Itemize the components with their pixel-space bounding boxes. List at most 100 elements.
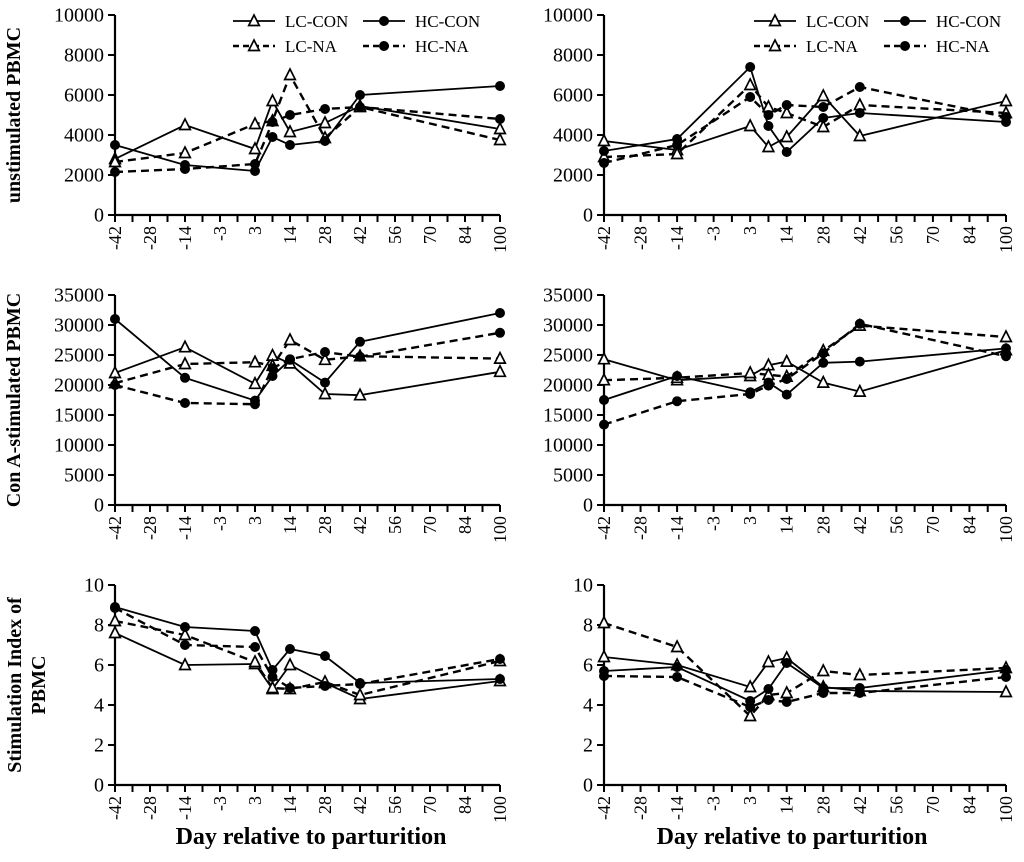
- marker-triangle-open-lc-con: [816, 374, 830, 388]
- y-tick-label: 10: [573, 575, 593, 597]
- marker-triangle-open-lc-na: [597, 615, 611, 629]
- x-tick-label: 56: [385, 516, 405, 534]
- marker-circle-filled-hc-con: [355, 336, 365, 347]
- y-tick-label: 8000: [553, 45, 593, 67]
- x-tick-label: 70: [923, 516, 943, 534]
- marker-circle-filled-hc-na: [1001, 112, 1011, 122]
- marker-circle-filled-hc-na: [355, 102, 365, 112]
- marker-triangle-open-lc-na: [853, 667, 867, 681]
- series-line-lc-na: [603, 83, 1007, 159]
- x-tick-label: -28: [140, 226, 160, 250]
- x-tick-label: 28: [813, 226, 833, 244]
- y-tick-label: 20000: [54, 375, 104, 397]
- marker-triangle-open-lc-na: [283, 332, 297, 346]
- marker-circle-filled-hc-na: [285, 354, 295, 365]
- marker-circle-filled-hc-na: [763, 110, 774, 120]
- legend-marker-lc-na: [768, 38, 782, 52]
- marker-circle-filled-hc-na: [781, 100, 792, 110]
- marker-circle-filled-hc-con: [854, 108, 865, 118]
- marker-triangle-open-lc-con: [597, 133, 611, 147]
- marker-triangle-open-lc-na: [743, 365, 757, 379]
- y-axis-title-unstimulated-pbmc: unstimulated PBMC: [3, 26, 25, 204]
- marker-triangle-open-lc-na: [493, 132, 507, 146]
- y-tick-label: 30000: [54, 315, 104, 337]
- legend-label-lc-na: LC-NA: [285, 37, 338, 56]
- legend-label-hc-na: HC-NA: [936, 37, 991, 56]
- marker-circle-filled-hc-na: [672, 140, 683, 150]
- x-tick-label: 42: [350, 796, 370, 814]
- series-line-lc-na: [114, 72, 501, 164]
- marker-triangle-open-lc-na: [108, 613, 122, 627]
- legend-marker-hc-na: [379, 41, 389, 51]
- marker-triangle-open-lc-na: [108, 154, 122, 168]
- legend-marker-hc-con: [900, 16, 910, 26]
- marker-triangle-open-lc-na: [353, 687, 367, 701]
- series-line-hc-con: [114, 606, 501, 684]
- series-line-hc-con: [603, 347, 1007, 401]
- marker-circle-filled-hc-na: [355, 679, 365, 689]
- marker-triangle-open-lc-con: [318, 386, 332, 400]
- marker-circle-filled-hc-na: [854, 82, 865, 92]
- y-tick-label: 10000: [543, 435, 593, 457]
- marker-circle-filled-hc-na: [180, 640, 190, 650]
- x-tick-label: 14: [777, 796, 797, 814]
- marker-circle-filled-hc-na: [599, 419, 609, 430]
- legend-label-lc-na: LC-NA: [806, 37, 859, 56]
- marker-circle-filled-hc-con: [110, 314, 120, 324]
- legend-label-lc-con: LC-CON: [806, 12, 869, 31]
- marker-triangle-open-lc-con: [780, 129, 794, 143]
- marker-triangle-open-lc-con: [248, 375, 262, 390]
- y-tick-label: 6000: [64, 85, 104, 107]
- y-tick-label: 25000: [543, 345, 593, 367]
- y-tick-label: 2: [94, 735, 104, 757]
- marker-circle-filled-hc-na: [818, 102, 829, 112]
- marker-triangle-open-lc-na: [265, 680, 280, 694]
- x-axis-title-left: Day relative to parturition: [175, 824, 447, 850]
- marker-triangle-open-lc-con: [780, 353, 794, 367]
- marker-triangle-open-lc-con: [597, 351, 611, 365]
- x-tick-label: 14: [777, 516, 797, 534]
- y-tick-label: 10000: [543, 5, 593, 27]
- y-tick-label: 20000: [543, 375, 593, 397]
- x-tick-label: -3: [704, 796, 724, 811]
- x-tick-label: 56: [886, 796, 906, 814]
- y-tick-label: 5000: [64, 465, 104, 487]
- marker-circle-filled-hc-na: [285, 110, 295, 120]
- x-tick-label: -14: [175, 516, 195, 540]
- marker-triangle-open-lc-con: [178, 657, 192, 671]
- x-tick-label: -3: [210, 796, 230, 811]
- marker-triangle-open-lc-na: [178, 145, 192, 159]
- legend-marker-lc-con: [768, 13, 782, 27]
- marker-circle-filled-hc-na: [781, 697, 792, 707]
- marker-circle-filled-hc-na: [110, 167, 120, 177]
- marker-triangle-open-lc-na: [283, 67, 297, 81]
- marker-triangle-open-lc-con: [999, 684, 1013, 698]
- marker-circle-filled-hc-con: [250, 626, 260, 636]
- x-tick-label: -42: [594, 226, 614, 250]
- series-line-hc-con: [603, 65, 1007, 154]
- x-tick-label: 70: [923, 796, 943, 814]
- x-tick-label: 28: [315, 226, 335, 244]
- x-tick-label: 3: [740, 516, 760, 525]
- marker-triangle-open-lc-con: [265, 93, 280, 107]
- x-tick-label: -28: [140, 516, 160, 540]
- marker-circle-filled-hc-na: [285, 683, 295, 693]
- marker-circle-filled-hc-na: [599, 158, 609, 168]
- marker-circle-filled-hc-con: [781, 389, 792, 400]
- marker-circle-filled-hc-na: [763, 380, 774, 391]
- marker-triangle-open-lc-con: [597, 649, 611, 663]
- legend-marker-lc-na: [247, 38, 261, 52]
- marker-circle-filled-hc-na: [495, 114, 505, 124]
- y-tick-label: 8: [583, 615, 593, 637]
- x-tick-label: 3: [245, 796, 265, 805]
- y-tick-label: 0: [583, 205, 593, 227]
- x-tick-label: -28: [631, 796, 651, 820]
- x-tick-label: 14: [777, 226, 797, 244]
- marker-circle-filled-hc-con: [285, 644, 295, 654]
- x-tick-label: 100: [996, 796, 1016, 823]
- marker-circle-filled-hc-na: [599, 671, 609, 681]
- x-tick-label: 28: [813, 796, 833, 814]
- marker-triangle-open-lc-con: [353, 387, 367, 401]
- y-tick-label: 0: [94, 775, 104, 797]
- legend-label-hc-con: HC-CON: [415, 12, 480, 31]
